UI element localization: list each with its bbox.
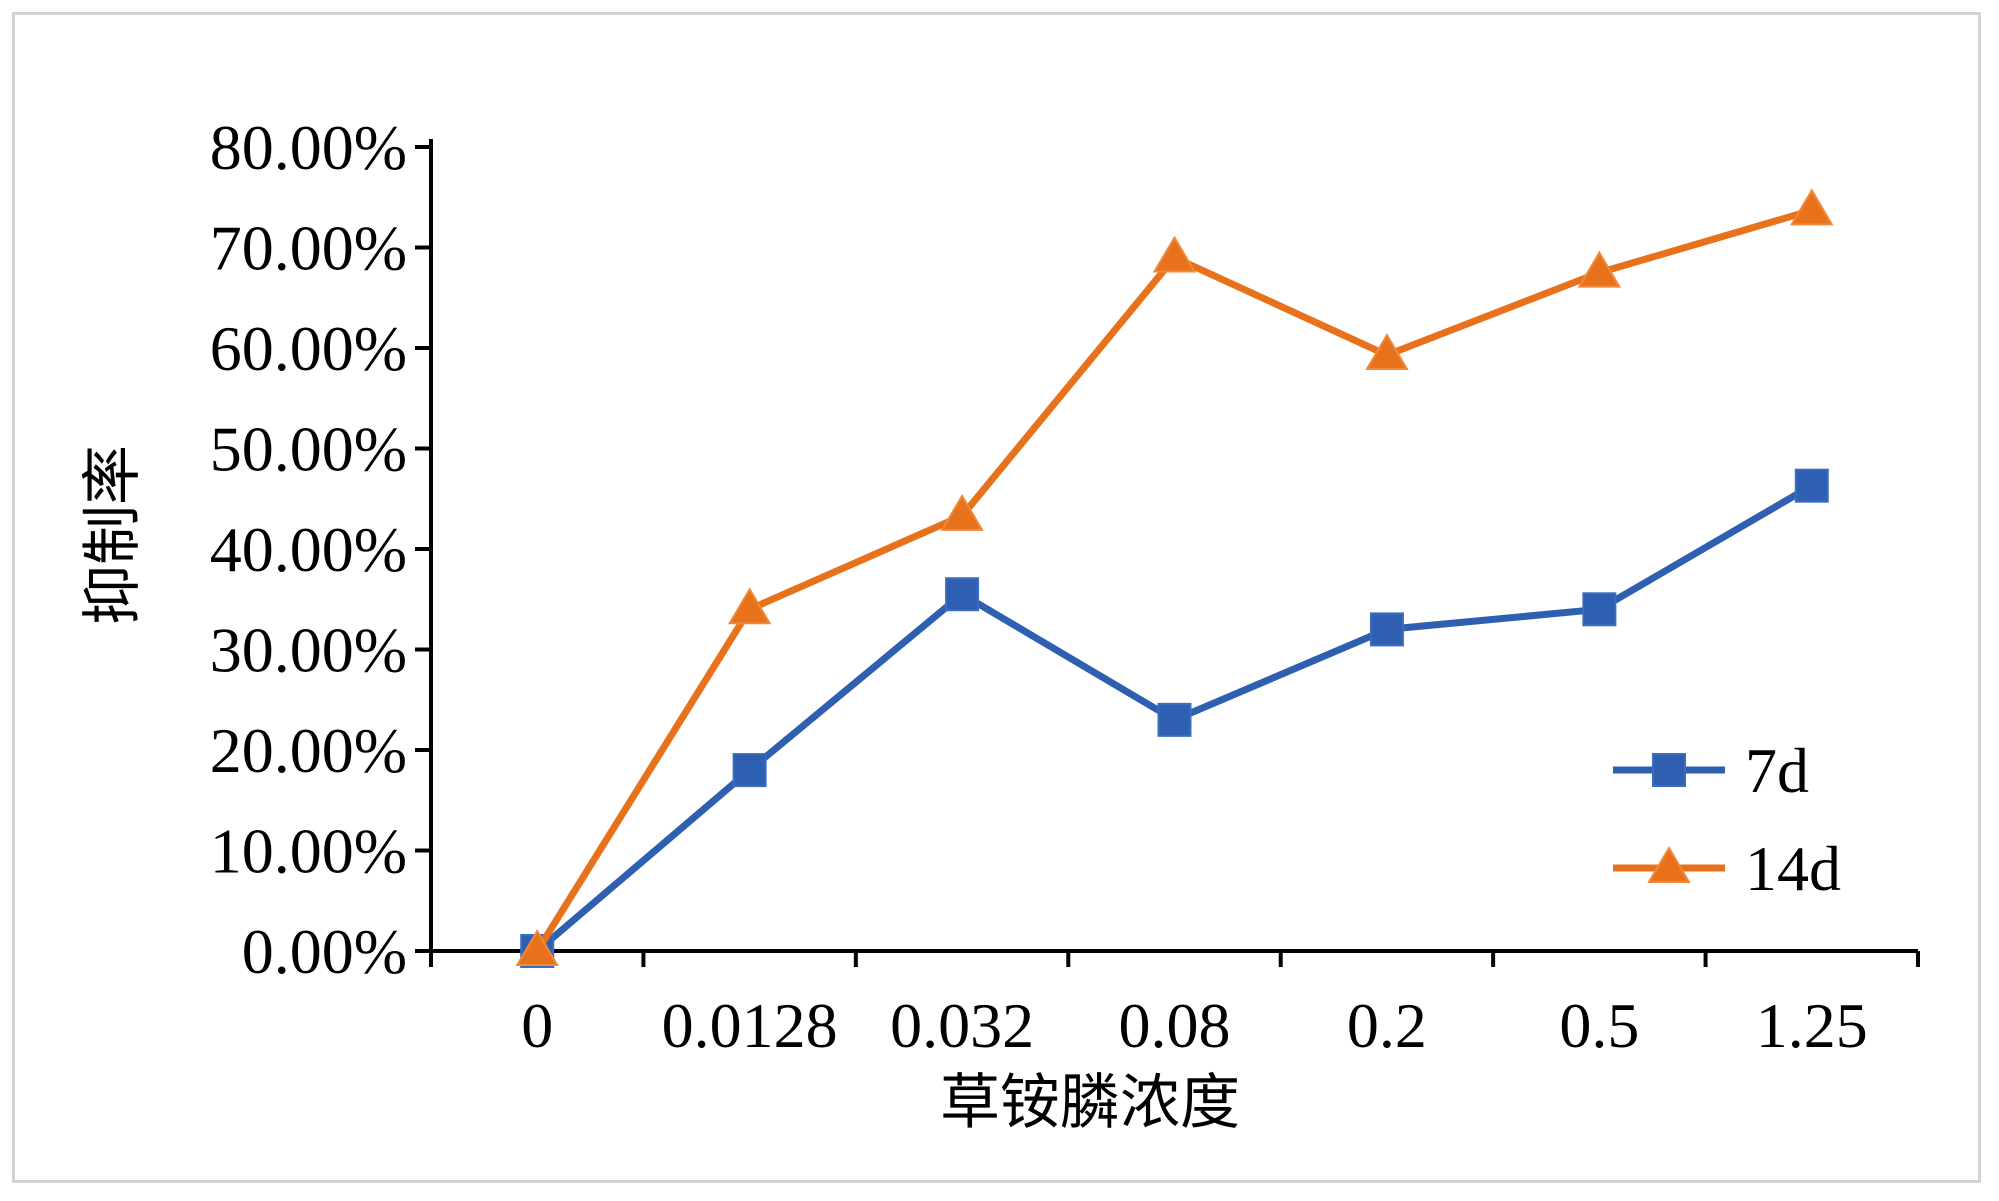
x-tick-label: 0.5 bbox=[1559, 990, 1639, 1061]
x-tick-label: 1.25 bbox=[1756, 990, 1868, 1061]
data-point bbox=[1794, 468, 1829, 503]
data-point bbox=[945, 577, 980, 612]
legend-label: 7d bbox=[1745, 735, 1809, 806]
y-tick-label: 30.00% bbox=[210, 615, 407, 686]
y-tick-label: 60.00% bbox=[210, 313, 407, 384]
x-axis-title: 草铵膦浓度 bbox=[940, 1068, 1240, 1138]
x-tick-label: 0.0128 bbox=[662, 990, 838, 1061]
data-point bbox=[515, 929, 559, 966]
x-tick-label: 0.032 bbox=[890, 990, 1034, 1061]
y-tick-label: 20.00% bbox=[210, 715, 407, 786]
chart-frame: 0.00% 10.00% 20.00% 30.00% 40.00% 50.00% 60.00… bbox=[12, 12, 1981, 1183]
data-point bbox=[1369, 612, 1404, 647]
series-14d bbox=[515, 188, 1834, 966]
y-axis: 0.00% 10.00% 20.00% 30.00% 40.00% 50.00% 60.00… bbox=[210, 112, 433, 987]
x-axis: 0 0.0128 0.032 0.08 0.2 0.5 1.25 bbox=[429, 949, 1920, 1061]
legend-marker bbox=[1652, 753, 1686, 787]
y-tick-label: 80.00% bbox=[210, 112, 407, 183]
legend-marker bbox=[1647, 846, 1691, 883]
legend-item: 14d bbox=[1613, 833, 1841, 904]
y-tick-label: 10.00% bbox=[210, 816, 407, 887]
data-point bbox=[1577, 250, 1622, 288]
data-point bbox=[1790, 188, 1834, 226]
data-point bbox=[1582, 592, 1617, 627]
x-tick-label: 0 bbox=[521, 990, 553, 1061]
series-7d bbox=[520, 468, 1829, 968]
legend-label: 14d bbox=[1745, 833, 1841, 904]
y-axis-title: 抑制率 bbox=[78, 445, 148, 625]
data-point bbox=[940, 493, 984, 531]
y-tick-label: 70.00% bbox=[210, 213, 407, 284]
series-line bbox=[534, 206, 1813, 953]
data-point bbox=[732, 753, 767, 788]
x-tick-label: 0.2 bbox=[1347, 990, 1427, 1061]
y-tick-label: 50.00% bbox=[210, 414, 407, 485]
data-point bbox=[727, 587, 772, 625]
y-tick-label: 0.00% bbox=[242, 916, 407, 987]
y-tick-label: 40.00% bbox=[210, 514, 407, 585]
line-chart: 0.00% 10.00% 20.00% 30.00% 40.00% 50.00% 60.00… bbox=[78, 112, 1920, 1138]
data-point bbox=[1365, 333, 1409, 371]
data-point bbox=[1157, 702, 1192, 737]
data-point bbox=[1152, 235, 1197, 273]
series-layer bbox=[515, 188, 1834, 968]
x-tick-label: 0.08 bbox=[1119, 990, 1231, 1061]
legend-item: 7d bbox=[1613, 735, 1809, 806]
